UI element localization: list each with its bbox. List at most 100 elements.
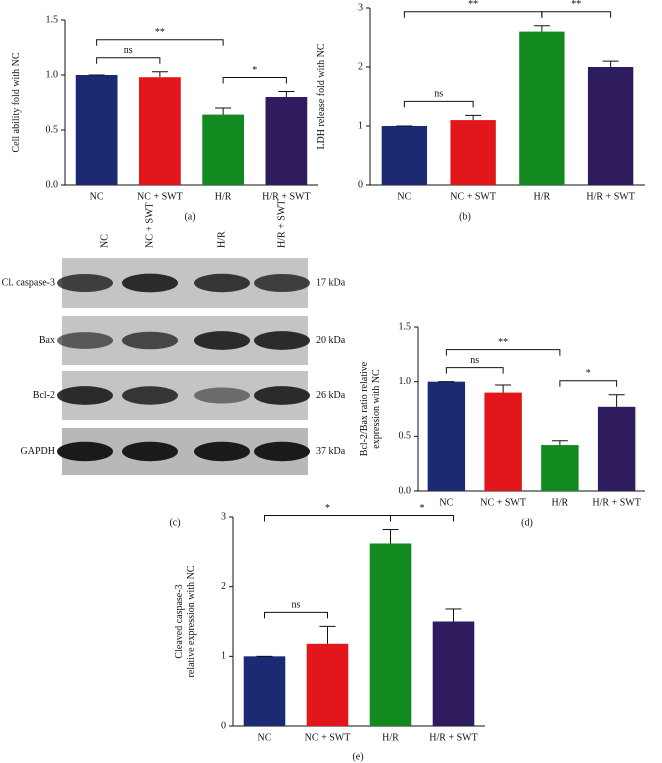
protein-label: Bcl-2 (33, 390, 55, 401)
y-axis-label-line: relative expression with NC (186, 565, 197, 677)
y-tick-label: 0.5 (399, 431, 412, 442)
significance-label: ** (155, 27, 165, 38)
size-label: 37 kDa (316, 446, 346, 457)
bar (484, 392, 522, 491)
bar (597, 406, 636, 491)
blot-band (194, 387, 250, 404)
y-tick-label: 0.0 (46, 179, 59, 190)
bar (519, 31, 565, 185)
y-axis-label: Bcl-2/Bax ratio relativeexpression with … (359, 361, 382, 456)
blot-band (57, 386, 113, 405)
significance-bracket (96, 57, 161, 64)
x-tick-label: H/R (552, 497, 569, 508)
x-tick-label: NC + SWT (305, 732, 351, 743)
y-axis-label-line: expression with NC (371, 369, 382, 449)
bar (432, 621, 475, 726)
significance-label: ns (124, 45, 133, 56)
significance-label: ** (468, 0, 478, 10)
bar (427, 381, 466, 491)
blot-band (254, 386, 310, 405)
x-tick-label: NC + SWT (137, 191, 183, 202)
protein-label: GAPDH (21, 446, 55, 457)
y-tick-label: 0.5 (46, 124, 59, 135)
significance-label: ns (434, 89, 443, 100)
y-axis-label: Cell ability fold with NC (11, 52, 22, 152)
bar (243, 656, 286, 726)
y-tick-label: 1 (358, 120, 363, 131)
protein-label: Cl. caspase-3 (2, 277, 55, 288)
blot-band (194, 331, 250, 350)
significance-bracket (403, 100, 474, 108)
y-axis-label-line: LDH release fold with NC (316, 43, 327, 149)
blot-band (122, 441, 178, 462)
y-tick-label: 1.5 (399, 321, 412, 332)
x-tick-label: NC (258, 732, 272, 743)
x-tick-label: H/R + SWT (592, 497, 640, 508)
blot-band (57, 441, 113, 462)
significance-label: * (586, 368, 591, 379)
y-tick-label: 2 (221, 581, 226, 592)
significance-label: ** (571, 0, 581, 10)
x-tick-label: H/R + SWT (429, 732, 477, 743)
significance-bracket (559, 380, 618, 387)
y-axis-label-line: Cell ability fold with NC (11, 52, 22, 152)
protein-label: Bax (39, 335, 55, 346)
blot-band (194, 273, 250, 293)
blot-band (122, 331, 178, 350)
lane-label: NC (99, 234, 110, 248)
significance-label: * (325, 503, 330, 514)
x-tick-label: NC (90, 191, 104, 202)
bar (369, 543, 412, 726)
y-tick-label: 1 (221, 651, 226, 662)
y-tick-label: 1.0 (399, 376, 412, 387)
lane-label: NC + SWT (144, 202, 155, 248)
blot-band (254, 331, 310, 350)
panel-label: (c) (169, 517, 180, 528)
bar (587, 67, 634, 185)
significance-label: ns (470, 355, 479, 366)
lane-label: H/R (216, 231, 227, 248)
x-tick-label: NC (397, 191, 411, 202)
significance-bracket (96, 39, 224, 46)
panel-label: (b) (459, 211, 471, 222)
significance-label: * (420, 503, 425, 514)
bar (139, 77, 181, 185)
x-tick-label: H/R (215, 191, 232, 202)
blot-band (194, 441, 250, 462)
significance-label: ** (498, 337, 508, 348)
significance-bracket (445, 367, 504, 374)
significance-bracket (264, 515, 391, 522)
bar (202, 114, 244, 185)
y-tick-label: 3 (358, 2, 363, 13)
y-axis-label: Cleaved caspase-3relative expression wit… (174, 565, 197, 677)
blot-band (254, 441, 310, 462)
x-tick-label: H/R (382, 732, 399, 743)
bar (75, 75, 118, 185)
size-label: 17 kDa (316, 277, 346, 288)
y-tick-label: 2 (358, 61, 363, 72)
x-tick-label: H/R + SWT (262, 191, 310, 202)
y-tick-label: 1.5 (46, 14, 59, 25)
blot-band (122, 386, 178, 405)
significance-label: ns (292, 600, 301, 611)
blot-band (57, 332, 113, 349)
significance-bracket (222, 77, 287, 84)
bar (381, 126, 428, 185)
blot-band (57, 274, 113, 292)
x-tick-label: H/R (534, 191, 551, 202)
blot-band (254, 274, 310, 292)
significance-bracket (445, 349, 561, 356)
x-tick-label: H/R + SWT (586, 191, 634, 202)
blot-band (122, 273, 178, 293)
bar (306, 643, 349, 726)
bar (541, 445, 579, 491)
x-tick-label: NC + SWT (480, 497, 526, 508)
y-axis-label-line: Cleaved caspase-3 (174, 584, 185, 658)
y-axis-label-line: Bcl-2/Bax ratio relative (359, 361, 370, 456)
y-tick-label: 0.0 (399, 485, 412, 496)
size-label: 26 kDa (316, 390, 346, 401)
panel-label: (e) (352, 751, 363, 762)
x-tick-label: NC (439, 497, 453, 508)
significance-bracket (541, 11, 612, 18)
